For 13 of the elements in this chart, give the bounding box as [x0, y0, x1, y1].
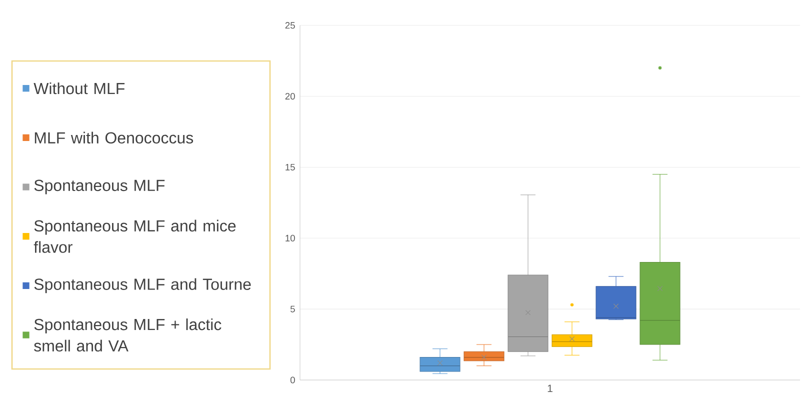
legend-label: Spontaneous MLF + lactic smell and VA — [34, 318, 222, 352]
x-tick-label: 1 — [548, 384, 552, 392]
y-tick-label: 5 — [290, 306, 295, 312]
legend-label: Spontaneous MLF and mice flavor — [34, 220, 236, 253]
legend-label: Without MLF — [34, 82, 125, 94]
y-tick-label: 25 — [285, 22, 295, 29]
y-tick-label: 0 — [290, 376, 295, 384]
legend-label: MLF with Oenococcus — [34, 132, 194, 144]
y-tick-label: 20 — [285, 92, 295, 100]
y-tick-label: 15 — [286, 164, 295, 170]
legend-label: Spontaneous MLF and Tourne — [34, 278, 251, 294]
legend-label: Spontaneous MLF — [34, 180, 165, 194]
y-tick-label: 10 — [286, 234, 295, 242]
